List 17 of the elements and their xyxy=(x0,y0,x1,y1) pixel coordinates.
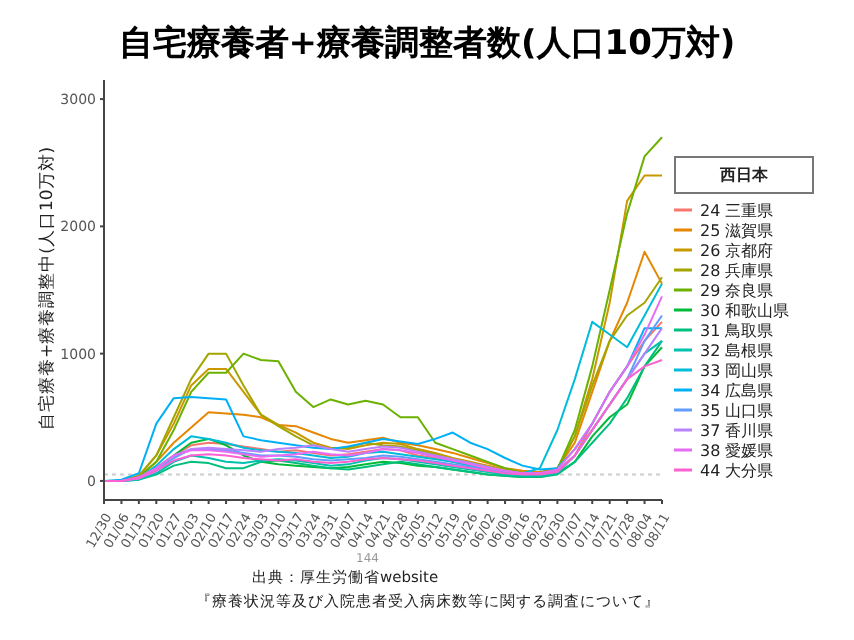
legend-label: 37 香川県 xyxy=(700,419,774,441)
legend-label: 30 和歌山県 xyxy=(700,299,790,321)
legend-label: 35 山口県 xyxy=(700,399,774,421)
legend-title: 西日本 xyxy=(674,156,814,194)
y-axis-title: 自宅療養+療養調整中(人口10万対) xyxy=(36,146,59,430)
legend-label: 38 愛媛県 xyxy=(700,439,774,461)
legend-label: 44 大分県 xyxy=(700,459,774,481)
legend-label: 34 広島県 xyxy=(700,379,774,401)
legend-label: 31 鳥取県 xyxy=(700,319,774,341)
legend-label: 28 兵庫県 xyxy=(700,259,774,281)
legend-label: 25 滋賀県 xyxy=(700,219,774,241)
legend-label: 29 奈良県 xyxy=(700,279,774,301)
legend-label: 26 京都府 xyxy=(700,239,774,261)
legend-label: 32 島根県 xyxy=(700,339,774,361)
legend-label: 24 三重県 xyxy=(700,199,774,221)
legend-label: 33 岡山県 xyxy=(700,359,774,381)
chart-title: 自宅療養者+療養調整者数(人口10万対) xyxy=(116,22,738,68)
